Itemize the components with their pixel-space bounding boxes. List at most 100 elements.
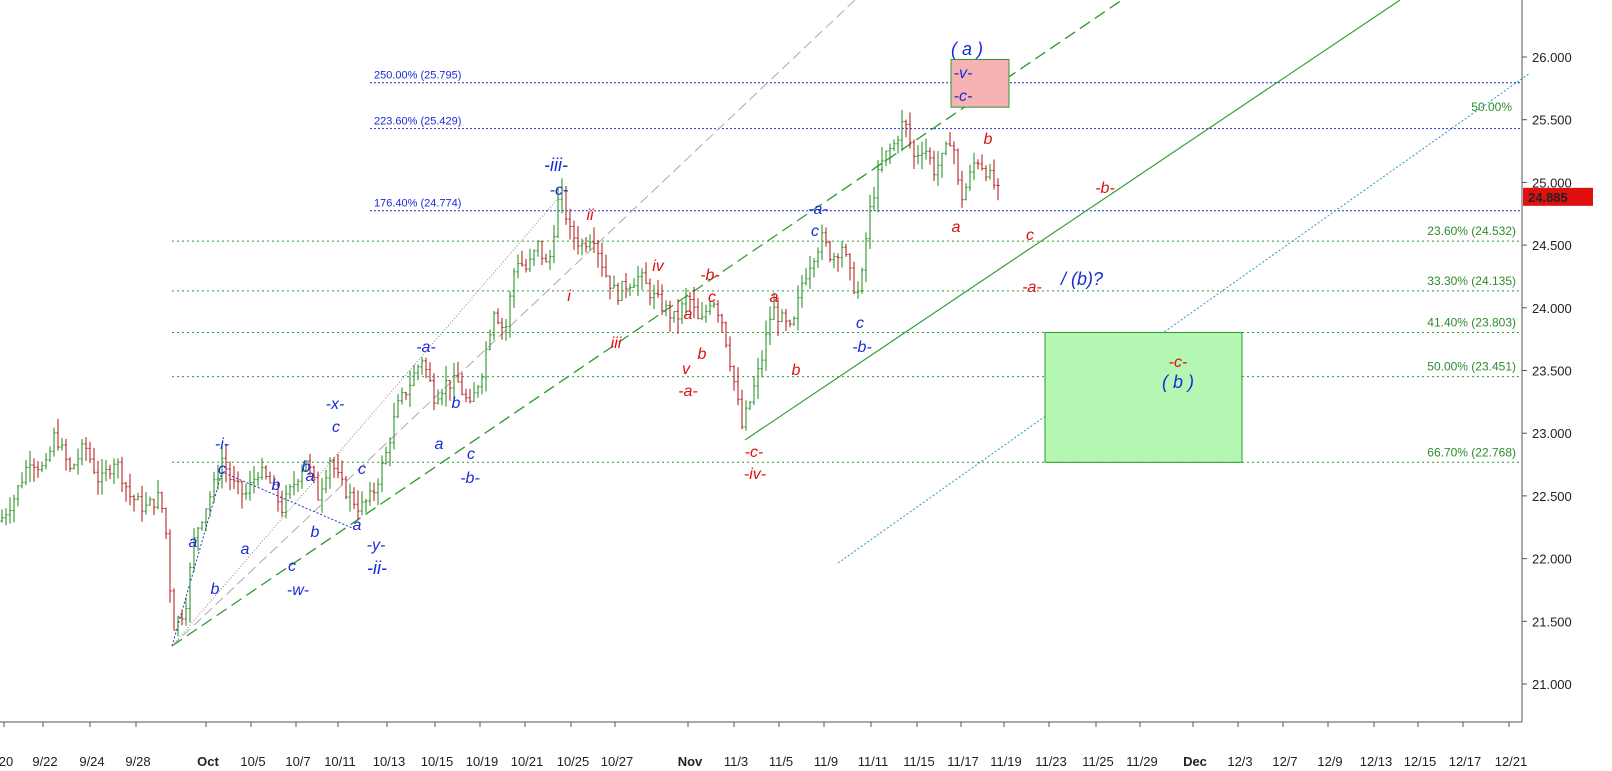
wave-label-red-10: a xyxy=(770,289,779,306)
channel-teal-dotted xyxy=(837,72,1531,564)
wave-label-blue-13: c xyxy=(332,419,340,436)
wave-label-red-9: c xyxy=(708,289,716,306)
y-tick-label: 22.500 xyxy=(1532,489,1572,504)
channel-dashed-green xyxy=(171,0,1123,647)
y-tick-label: 25.000 xyxy=(1532,175,1572,190)
y-tick-label: 21.000 xyxy=(1532,677,1572,692)
wave-label-red-15: a xyxy=(952,219,961,236)
wave-label-blue-23: -c- xyxy=(550,182,569,199)
wave-label-blue-17: c xyxy=(467,446,475,463)
wave-label-blue-22: -iii- xyxy=(544,155,568,175)
wave-label-red-8: -b- xyxy=(700,267,720,284)
wave-label-blue-30: -c- xyxy=(954,88,973,105)
wave-label-blue-31: / (b)? xyxy=(1059,269,1103,289)
fib-label-green-3: 50.00% (23.451) xyxy=(1427,360,1516,374)
fib-label-blue-1: 223.60% (25.429) xyxy=(374,116,461,128)
wave-label-blue-12: -x- xyxy=(326,396,345,413)
channel-gray-dashed xyxy=(171,0,856,647)
wave-label-blue-18: -y- xyxy=(367,537,386,554)
x-tick-label: 11/23 xyxy=(1035,754,1067,769)
channel-solid-green xyxy=(744,0,1401,441)
x-tick-label: Dec xyxy=(1183,754,1207,769)
x-tick-label: 10/27 xyxy=(601,754,634,769)
x-tick-label: 20 xyxy=(0,754,13,769)
fib-levels: 250.00% (25.795) 223.60% (25.429) 176.40% … xyxy=(172,70,1522,463)
fib-label-green-1: 33.30% (24.135) xyxy=(1427,274,1516,288)
wave-label-red-6: b xyxy=(698,346,707,363)
last-price-flag xyxy=(1523,187,1593,206)
x-tick-label: 10/7 xyxy=(285,754,310,769)
wave-label-blue-32: ( b ) xyxy=(1162,372,1194,392)
wave-label-blue-8: c xyxy=(288,558,296,575)
channel-gray-dotted xyxy=(171,195,561,647)
x-tick-label: 10/5 xyxy=(240,754,265,769)
wave-label-blue-2: a xyxy=(189,534,198,551)
x-tick-label: 11/9 xyxy=(814,754,838,769)
wave-labels: -i-cabababc-w-ca-x-cbabc-y--ii--a--b--ii… xyxy=(189,39,1194,599)
wave-label-blue-24: -a- xyxy=(808,201,828,218)
wave-label-blue-20: -a- xyxy=(416,339,436,356)
wave-label-red-7: -a- xyxy=(678,383,698,400)
wave-label-blue-16: b xyxy=(452,395,461,412)
x-tick-label: 12/9 xyxy=(1317,754,1342,769)
x-tick-label: 11/17 xyxy=(947,754,979,769)
fib-label-green-2: 41.40% (23.803) xyxy=(1427,316,1516,330)
y-tick-label: 21.500 xyxy=(1532,614,1572,629)
x-tick-label: 10/11 xyxy=(324,754,356,769)
x-tick-label: 9/28 xyxy=(125,754,150,769)
wave-label-blue-21: -b- xyxy=(460,470,480,487)
wave-label-red-14: b xyxy=(984,131,993,148)
wave-label-blue-3: b xyxy=(211,581,220,598)
wave-label-red-18: -b- xyxy=(1095,180,1115,197)
x-tick-label: 12/3 xyxy=(1227,754,1252,769)
x-tick-label: 12/21 xyxy=(1495,754,1528,769)
target-box-lower-target xyxy=(1044,332,1243,463)
x-tick-label: 11/3 xyxy=(724,754,748,769)
wave-label-blue-19: -ii- xyxy=(367,558,387,578)
y-tick-label: 24.000 xyxy=(1532,301,1572,316)
wave-label-blue-1: c xyxy=(218,461,226,478)
wave-label-red-17: -a- xyxy=(1022,279,1042,296)
x-tick-label: 9/22 xyxy=(32,754,57,769)
x-tick-label: 10/25 xyxy=(557,754,590,769)
wave-label-red-5: v xyxy=(682,361,691,378)
wave-label-blue-26: c xyxy=(856,315,864,332)
wave-label-red-12: -c- xyxy=(745,444,764,461)
x-tick-label: 11/29 xyxy=(1126,754,1158,769)
y-tick-label: 26.000 xyxy=(1532,50,1572,65)
wave-label-red-0: ii xyxy=(586,207,594,224)
x-tick-label: 10/15 xyxy=(421,754,454,769)
wave-label-red-3: iv xyxy=(652,258,665,275)
x-tick-label: Nov xyxy=(678,754,703,769)
y-tick-label: 22.000 xyxy=(1532,552,1572,567)
wave-label-blue-15: a xyxy=(435,436,444,453)
wave-label-blue-7: b xyxy=(311,524,320,541)
x-tick-label: 9/24 xyxy=(79,754,104,769)
wave-label-blue-29: -v- xyxy=(954,65,973,82)
last-price-label: 24.885 xyxy=(1528,190,1568,205)
wave-label-blue-9: -w- xyxy=(287,582,309,599)
wave-label-blue-4: a xyxy=(241,541,250,558)
fib-label-blue-2: 176.40% (24.774) xyxy=(374,198,461,210)
fib-label-blue-0: 250.00% (25.795) xyxy=(374,70,461,82)
price-candles xyxy=(0,109,1000,637)
y-tick-label: 25.500 xyxy=(1532,113,1572,128)
fib-label-green-4: 66.70% (22.768) xyxy=(1427,445,1516,459)
wave-label-blue-25: c xyxy=(811,223,819,240)
x-tick-label: 12/15 xyxy=(1404,754,1437,769)
wave-label-blue-27: -b- xyxy=(852,339,872,356)
wave-label-blue-0: -i- xyxy=(215,436,229,453)
wave-label-blue-28: ( a ) xyxy=(951,39,983,59)
x-tick-label: 11/25 xyxy=(1082,754,1114,769)
channel-percent-label: 50.00% xyxy=(1471,100,1512,114)
x-tick-label: 10/21 xyxy=(511,754,544,769)
wave-label-red-16: c xyxy=(1026,227,1034,244)
x-tick-label: 11/11 xyxy=(858,754,889,769)
wave-label-blue-10: c xyxy=(358,461,366,478)
x-tick-label: Oct xyxy=(197,754,219,769)
wave-label-red-11: b xyxy=(792,362,801,379)
wave-label-blue-14: b xyxy=(302,459,311,476)
x-tick-label: 12/17 xyxy=(1449,754,1482,769)
